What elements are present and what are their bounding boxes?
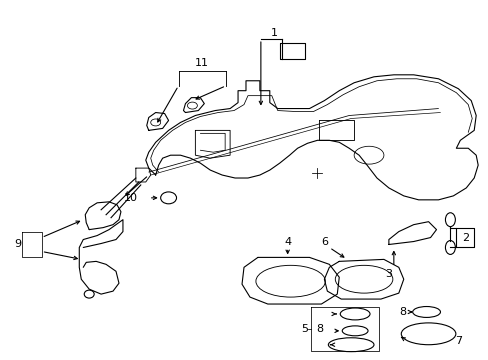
Text: 5: 5 — [301, 324, 307, 334]
Text: 9: 9 — [14, 239, 21, 248]
Text: 4: 4 — [284, 237, 291, 247]
Text: 1: 1 — [271, 28, 278, 38]
Text: 8: 8 — [315, 324, 322, 334]
Text: 10: 10 — [123, 193, 138, 203]
Text: 11: 11 — [195, 58, 209, 68]
Text: 2: 2 — [461, 233, 468, 243]
Text: 6: 6 — [320, 237, 327, 247]
Text: 8: 8 — [398, 307, 406, 317]
Text: 7: 7 — [454, 336, 461, 346]
Text: 3: 3 — [385, 269, 391, 279]
